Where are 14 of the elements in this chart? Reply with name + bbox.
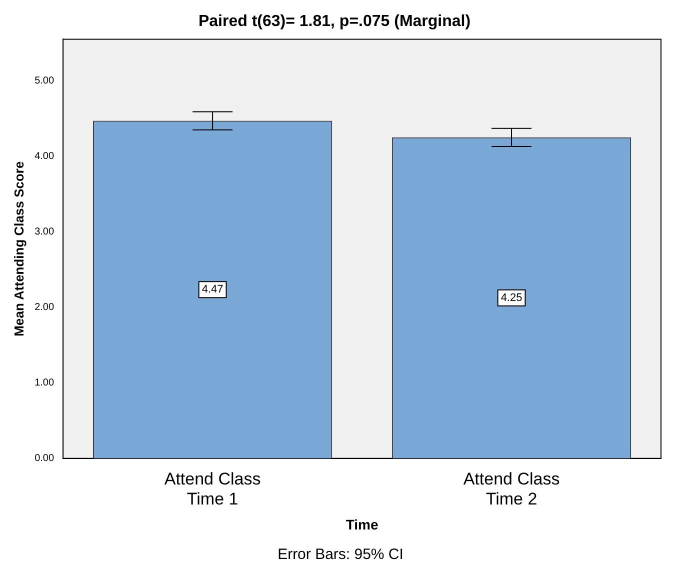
y-tick-label: 5.00	[34, 75, 54, 86]
y-tick-label: 4.00	[34, 151, 54, 162]
chart-title: Paired t(63)= 1.81, p=.075 (Marginal)	[198, 13, 471, 30]
data-label: 4.25	[500, 292, 522, 304]
text: Error Bars: 95% CI	[276, 546, 404, 563]
y-tick-label: 0.00	[34, 453, 54, 464]
y-axis-title: Mean Attending Class Score	[11, 161, 26, 336]
x-tick-label: Attend Class Time 1	[164, 469, 261, 509]
y-tick-label: 2.00	[34, 302, 54, 314]
y-tick-label: 3.00	[34, 226, 54, 238]
x-tick-label: Attend Class Time 2	[463, 469, 560, 509]
x-axis-title: Time	[346, 516, 378, 532]
y-tick-label: 1.00	[34, 378, 54, 389]
data-label: 4.47	[202, 284, 224, 296]
